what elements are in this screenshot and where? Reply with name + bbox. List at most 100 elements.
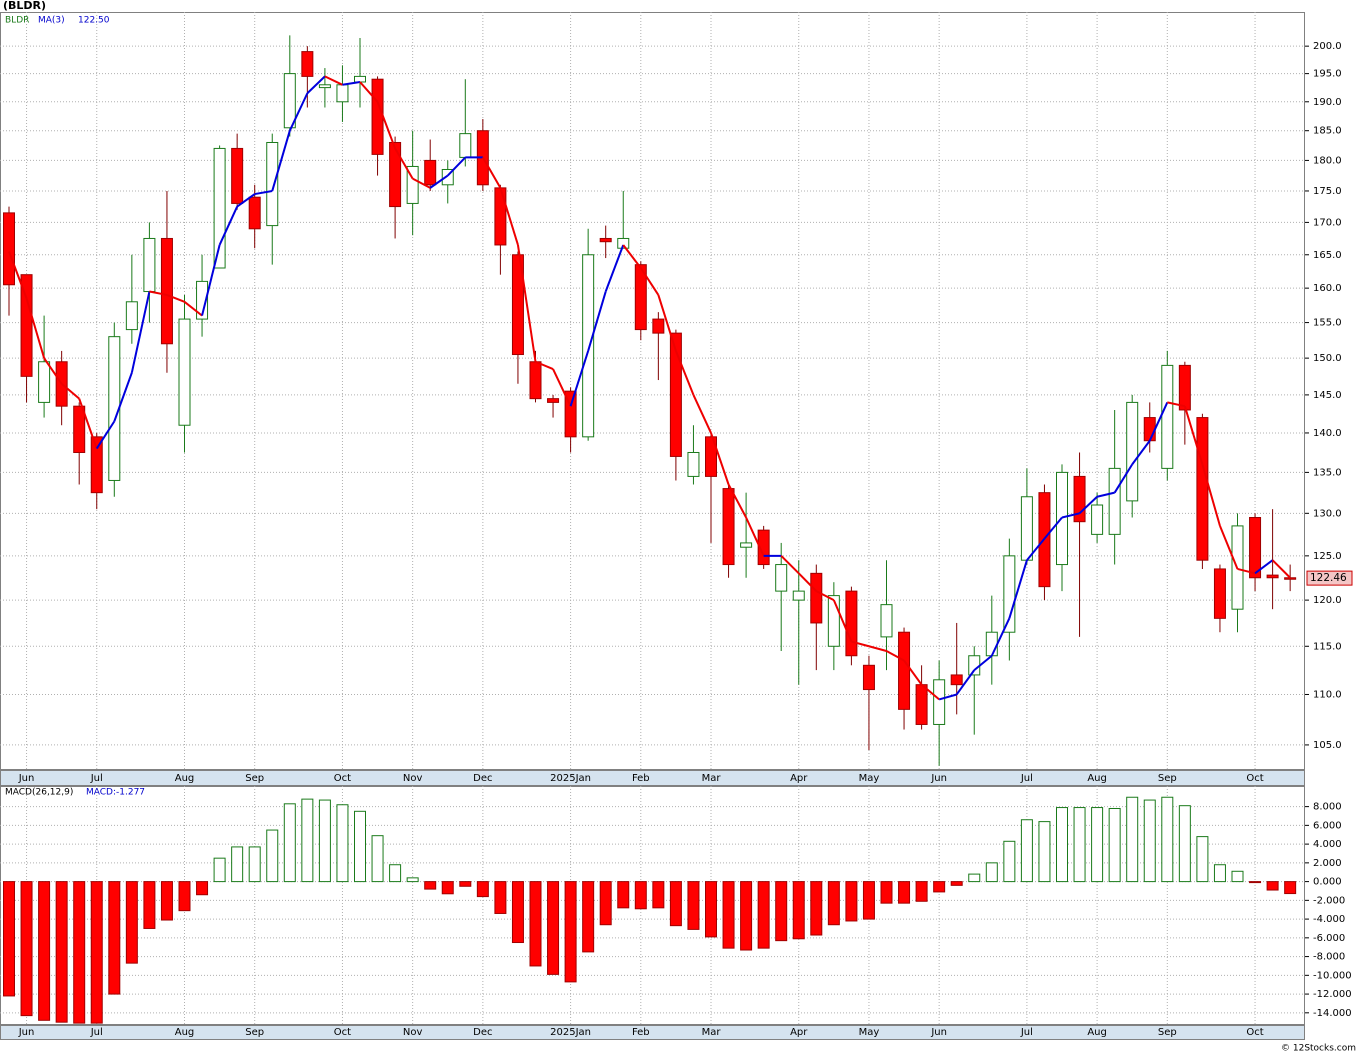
candle-body [634, 264, 647, 331]
candle-body [950, 674, 963, 686]
macd-bar [1143, 799, 1156, 883]
legend-entry: MA(3) [38, 16, 65, 26]
legend-value: 122.50 [78, 16, 110, 26]
y-tick-label: 4.000 [1313, 839, 1342, 850]
ma-segment [692, 394, 712, 434]
macd-bar [1266, 881, 1279, 891]
macd-bar [354, 810, 366, 883]
macd-bar [213, 857, 226, 883]
candle-body [1020, 496, 1033, 561]
ma-segment [201, 244, 221, 316]
x-tick-label: Jun [18, 1027, 35, 1038]
macd-bar [529, 881, 542, 967]
macd-bar [1038, 821, 1051, 883]
x-tick-label: Oct [1246, 773, 1263, 784]
candle-body [547, 398, 560, 403]
ma-segment [113, 372, 133, 422]
y-tick-label: 8.000 [1313, 802, 1342, 813]
ma-segment [359, 81, 379, 103]
macd-panel [0, 786, 1305, 1025]
macd-bar [968, 873, 981, 883]
candle-body [810, 572, 823, 624]
chart-title: (BLDR) [3, 0, 46, 12]
macd-bar [845, 881, 858, 922]
x-tick-label: Dec [473, 773, 492, 784]
macd-bar [1020, 819, 1033, 883]
macd-bar [196, 881, 209, 896]
candle-body [3, 212, 15, 286]
candle-body [38, 361, 51, 403]
ma-segment [710, 432, 730, 485]
macd-bar [705, 881, 717, 938]
candle-body [389, 141, 402, 208]
x-tick-label: Aug [1087, 1027, 1107, 1038]
ma-segment [1219, 525, 1239, 570]
candle-body [564, 390, 577, 438]
y-tick-label: 150.0 [1313, 353, 1342, 364]
y-tick-label: 125.0 [1313, 551, 1342, 562]
macd-bar [55, 881, 68, 1023]
ma-segment [535, 360, 554, 370]
y-tick-label: 165.0 [1313, 250, 1342, 261]
ma-segment [1201, 464, 1221, 527]
macd-bar [617, 881, 630, 909]
macd-bar [1003, 840, 1016, 883]
candle-body [90, 436, 103, 494]
macd-bar [371, 835, 384, 883]
y-tick-label: 115.0 [1313, 641, 1342, 652]
macd-bar [915, 881, 928, 902]
ma-segment [412, 177, 431, 189]
y-tick-label: -6.000 [1313, 933, 1345, 944]
x-tick-label: Sep [1158, 1027, 1177, 1038]
x-tick-label: Feb [632, 1027, 650, 1038]
ma-segment [288, 92, 309, 132]
candle-body [1196, 417, 1209, 561]
macd-bar [669, 881, 682, 927]
candle-body [1213, 568, 1226, 619]
candle-body [862, 664, 875, 691]
price-panel [0, 12, 1305, 770]
candle-body [582, 254, 595, 438]
candle-body [1108, 467, 1121, 535]
macd-bar [336, 804, 349, 883]
ma-segment [832, 599, 853, 642]
ma-segment [306, 75, 326, 94]
x-tick-label: Aug [1087, 773, 1107, 784]
macd-bar [318, 799, 331, 883]
candle-body [1178, 364, 1191, 411]
ma-segment [499, 187, 519, 246]
ma-segment [1167, 401, 1186, 408]
x-tick-label: Apr [790, 773, 808, 784]
ma-segment [1078, 496, 1098, 515]
x-tick-label: Jul [1020, 773, 1033, 784]
ma-segment [955, 669, 976, 696]
x-tick-label: Jul [1020, 1027, 1033, 1038]
y-tick-label: 130.0 [1313, 508, 1342, 519]
candle-body [827, 595, 840, 647]
macd-bar [511, 881, 524, 944]
ma-segment [447, 156, 467, 177]
macd-bar [792, 881, 805, 940]
y-tick-label: 120.0 [1313, 595, 1342, 606]
macd-bar [652, 881, 665, 909]
macd-bar [266, 829, 279, 883]
macd-bar [827, 881, 840, 926]
ma-segment [95, 420, 116, 450]
y-tick-label: -10.000 [1313, 970, 1352, 981]
candle-body [985, 631, 998, 657]
ma-segment [903, 659, 923, 686]
candle-body [406, 165, 419, 204]
x-tick-label: Oct [334, 773, 351, 784]
ma-segment [1061, 512, 1080, 519]
candle-body [20, 274, 33, 377]
macd-bar [862, 881, 875, 920]
y-tick-label: 195.0 [1313, 69, 1342, 80]
y-tick-label: 160.0 [1313, 283, 1342, 294]
x-tick-label: Nov [403, 1027, 423, 1038]
candle-body [933, 679, 946, 725]
candle-body [441, 168, 454, 186]
candle-body [1284, 577, 1297, 580]
y-tick-label: 170.0 [1313, 217, 1342, 228]
macd-bar [687, 881, 700, 930]
